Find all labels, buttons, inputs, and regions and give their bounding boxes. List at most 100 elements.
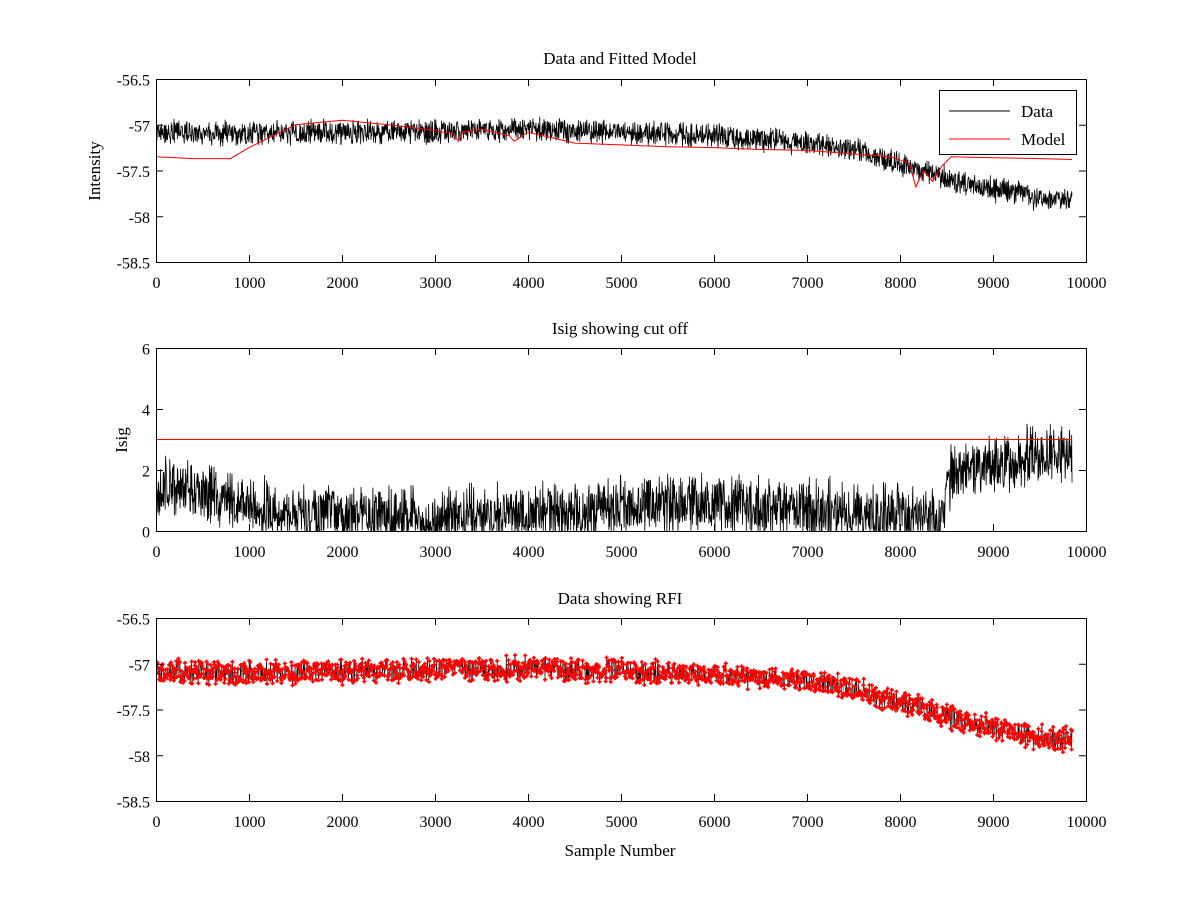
data-point xyxy=(996,729,1001,734)
data-point xyxy=(929,713,934,718)
data-point xyxy=(828,678,833,683)
data-point xyxy=(607,658,612,663)
data-point xyxy=(396,681,401,686)
data-point xyxy=(452,670,457,675)
plot-area xyxy=(156,116,1073,211)
data-point xyxy=(395,672,400,676)
data-point xyxy=(1045,735,1050,740)
data-point xyxy=(549,676,554,681)
data-point xyxy=(419,678,424,683)
data-point xyxy=(833,684,838,689)
data-point xyxy=(170,669,175,673)
data-point xyxy=(1000,738,1005,743)
data-point xyxy=(905,714,910,719)
data-point xyxy=(642,683,647,687)
data-point xyxy=(1039,729,1044,734)
data-point xyxy=(958,709,962,714)
data-point xyxy=(170,663,175,668)
data-point xyxy=(532,669,537,674)
data-point xyxy=(842,676,847,681)
data-point xyxy=(939,724,944,729)
data-point xyxy=(201,671,206,676)
data-point xyxy=(485,675,489,680)
data-point xyxy=(228,664,233,669)
data-point xyxy=(697,675,702,680)
x-tick-label: 7000 xyxy=(792,814,824,831)
data-point xyxy=(914,700,919,705)
data-point xyxy=(513,653,517,658)
data-point xyxy=(481,673,486,677)
data-point xyxy=(194,675,199,680)
data-point xyxy=(1031,730,1036,735)
data-point xyxy=(960,718,965,723)
data-point xyxy=(740,668,745,673)
data-point xyxy=(669,680,674,685)
data-point xyxy=(552,668,557,673)
data-point xyxy=(676,680,681,685)
data-point xyxy=(270,681,275,686)
data-point xyxy=(516,669,520,674)
data-point xyxy=(217,662,222,667)
x-tick-label: 7000 xyxy=(792,275,824,292)
data-point xyxy=(812,689,817,694)
data-point xyxy=(282,661,287,666)
data-point xyxy=(364,664,369,669)
data-point xyxy=(847,676,852,681)
data-point xyxy=(447,657,452,662)
data-point xyxy=(866,688,871,693)
data-point xyxy=(465,665,470,670)
data-point xyxy=(508,662,513,667)
data-point xyxy=(955,720,960,725)
data-point xyxy=(795,679,800,684)
data-point xyxy=(792,673,796,678)
data-point xyxy=(715,665,720,670)
data-point xyxy=(737,679,741,684)
data-point xyxy=(905,704,910,708)
data-point xyxy=(334,667,339,672)
data-point xyxy=(623,674,627,679)
axes-frame xyxy=(156,79,1087,263)
data-point xyxy=(772,673,777,678)
data-point xyxy=(471,662,476,666)
data-point xyxy=(633,662,638,667)
x-tick-label: 10000 xyxy=(1067,814,1107,831)
data-point xyxy=(421,674,426,679)
data-point xyxy=(723,661,728,666)
data-point xyxy=(589,673,594,678)
data-point xyxy=(301,670,306,675)
data-point xyxy=(643,661,648,666)
data-point xyxy=(230,659,235,664)
data-point xyxy=(414,657,419,662)
data-point xyxy=(714,673,719,678)
data-point xyxy=(502,671,507,676)
data-point xyxy=(276,662,281,667)
series-line-series-0 xyxy=(156,423,1073,531)
data-point xyxy=(513,659,518,664)
data-point xyxy=(523,653,528,658)
y-tick-label: -57.5 xyxy=(117,164,150,181)
data-point xyxy=(483,667,488,672)
data-point xyxy=(911,707,916,712)
data-point xyxy=(1067,736,1072,740)
data-point xyxy=(1052,744,1057,749)
data-point xyxy=(835,671,840,676)
data-point xyxy=(998,730,1003,735)
data-point xyxy=(486,677,490,682)
data-point xyxy=(860,697,865,702)
data-point xyxy=(384,663,389,668)
data-point xyxy=(850,677,855,682)
data-point xyxy=(346,666,350,671)
data-point xyxy=(1069,747,1074,752)
data-point xyxy=(940,712,945,717)
y-tick-label: -57 xyxy=(129,657,150,674)
data-point xyxy=(412,664,417,669)
data-point xyxy=(340,668,345,672)
data-point xyxy=(631,670,636,675)
data-point xyxy=(443,670,448,675)
data-point xyxy=(624,676,628,681)
data-point xyxy=(298,664,303,669)
data-point xyxy=(255,669,260,674)
data-point xyxy=(935,705,940,710)
data-point xyxy=(577,665,582,670)
x-axis-label: Sample Number xyxy=(565,841,676,860)
